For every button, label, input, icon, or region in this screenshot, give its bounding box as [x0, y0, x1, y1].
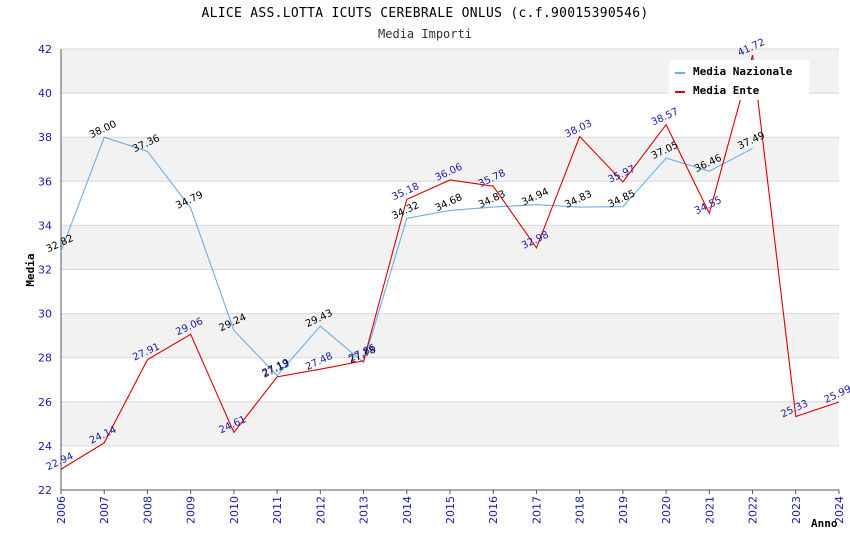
y-tick-label: 26	[38, 396, 52, 409]
x-tick-label: 2010	[228, 496, 241, 524]
background-band	[61, 93, 839, 138]
x-tick-label: 2022	[747, 496, 760, 524]
legend-swatch-media-ente	[675, 91, 685, 93]
x-tick-label: 2014	[401, 496, 414, 524]
y-tick-label: 22	[38, 484, 52, 497]
x-axis-label: Anno	[811, 517, 838, 530]
y-tick-label: 38	[38, 131, 52, 144]
x-tick-label: 2018	[574, 496, 587, 524]
series-line-media-ente	[60, 55, 840, 470]
chart-subtitle: Media Importi	[378, 27, 472, 41]
background-band	[61, 445, 839, 490]
background-band	[61, 137, 839, 182]
x-tick-label: 2024	[833, 496, 846, 524]
x-tick-label: 2015	[444, 496, 457, 524]
y-tick-label: 32	[38, 264, 52, 277]
x-tick-label: 2021	[703, 496, 716, 524]
x-tick-label: 2020	[660, 496, 673, 524]
x-tick-label: 2013	[358, 496, 371, 524]
y-tick-label: 42	[38, 43, 52, 56]
y-tick-label: 28	[38, 352, 52, 365]
background-bands	[61, 49, 839, 490]
x-tick-label: 2011	[271, 496, 284, 524]
x-tick-label: 2008	[141, 496, 154, 524]
legend: Media Nazionale Media Ente	[669, 60, 809, 100]
legend-label-media-ente: Media Ente	[693, 84, 760, 97]
x-tick-label: 2016	[487, 496, 500, 524]
x-tick-label: 2023	[790, 496, 803, 524]
background-band	[61, 401, 839, 446]
background-band	[61, 357, 839, 402]
legend-label-media-nazionale: Media Nazionale	[693, 65, 793, 78]
background-band	[61, 269, 839, 314]
series-line-media-nazionale	[60, 136, 753, 377]
legend-swatch-media-nazionale	[675, 72, 685, 74]
x-tick-label: 2017	[530, 496, 543, 524]
background-band	[61, 225, 839, 270]
background-band	[61, 181, 839, 226]
series-lines	[60, 55, 840, 470]
y-axis-label: Media	[24, 253, 37, 286]
chart-title: ALICE ASS.LOTTA ICUTS CEREBRALE ONLUS (c…	[201, 6, 649, 21]
x-tick-label: 2007	[98, 496, 111, 524]
axes	[60, 49, 840, 494]
x-tick-label: 2012	[314, 496, 327, 524]
y-tick-label: 30	[38, 308, 52, 321]
x-tick-label: 2019	[617, 496, 630, 524]
y-tick-label: 40	[38, 87, 52, 100]
x-tick-label: 2006	[55, 496, 68, 524]
y-tick-labels: 22 24 26 28 30 32 34 36 38 40 42	[38, 43, 52, 497]
x-tick-label: 2009	[185, 496, 198, 524]
y-tick-label: 36	[38, 175, 52, 188]
x-tick-labels: 2006 2007 2008 2009 2010 2011 2012 2013 2014 2015…	[55, 496, 846, 524]
y-tick-label: 34	[38, 219, 52, 232]
y-tick-label: 24	[38, 440, 52, 453]
